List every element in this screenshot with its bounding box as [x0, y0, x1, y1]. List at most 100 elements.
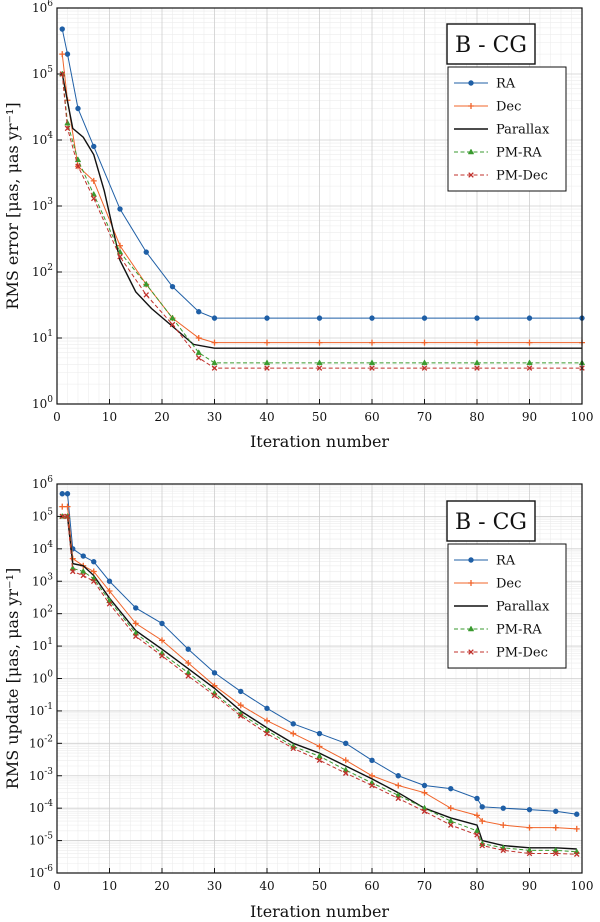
data-point: [59, 26, 65, 32]
y-tick-label: 102: [32, 605, 53, 621]
x-tick-label: 30: [207, 879, 222, 893]
data-point: [133, 605, 139, 611]
data-point: [526, 359, 533, 366]
legend-marker: [468, 80, 474, 86]
x-tick-label: 100: [571, 879, 594, 893]
data-point: [80, 572, 87, 579]
data-point: [342, 770, 349, 776]
series-ra: [59, 491, 580, 817]
data-point: [479, 804, 485, 810]
data-point: [526, 846, 533, 853]
x-tick-label: 20: [154, 879, 169, 893]
data-point: [526, 365, 533, 371]
data-point: [264, 365, 270, 371]
data-point: [369, 772, 375, 779]
y-tick-label: 103: [32, 572, 53, 588]
y-tick-label: 10-2: [29, 734, 53, 750]
data-point: [395, 791, 402, 798]
legend-marker: [468, 172, 474, 178]
data-point: [117, 206, 123, 212]
y-axis-label: RMS error [μas, μas yr⁻¹]: [3, 102, 22, 309]
x-tick-label: 100: [571, 410, 594, 424]
data-point: [132, 620, 139, 627]
y-tick-label: 10-1: [29, 702, 53, 718]
data-point: [369, 365, 375, 371]
data-point: [211, 670, 218, 676]
data-point: [59, 71, 66, 77]
data-point: [91, 559, 97, 565]
data-point: [264, 705, 270, 712]
x-tick-label: 20: [154, 410, 169, 424]
data-point: [500, 847, 507, 854]
data-point: [573, 825, 580, 832]
data-point: [59, 513, 66, 520]
data-point: [238, 688, 244, 695]
data-point: [474, 832, 480, 838]
data-point: [264, 339, 270, 346]
legend-marker: [467, 625, 475, 632]
data-point: [159, 653, 165, 659]
data-point: [421, 339, 428, 346]
data-point: [474, 812, 480, 819]
data-point: [211, 692, 218, 699]
data-point: [211, 339, 218, 346]
x-tick-label: 90: [522, 879, 537, 893]
x-axis-label: Iteration number: [250, 902, 389, 921]
data-point: [64, 491, 71, 497]
data-point: [573, 851, 580, 857]
data-point: [553, 808, 559, 815]
legend-label: PM-RA: [496, 146, 542, 161]
data-point: [106, 601, 113, 607]
data-point: [106, 588, 113, 595]
data-point: [195, 355, 202, 361]
data-point: [159, 637, 165, 644]
data-point: [90, 177, 97, 184]
y-tick-label: 106: [32, 475, 53, 491]
data-point: [211, 315, 218, 321]
data-point: [368, 359, 376, 366]
legend-label: Parallax: [496, 600, 550, 615]
chart-panel-1: 0 10 20 30 40 50 60 70 80 90 100 100 101 102 103 104 105…: [3, 0, 593, 451]
y-tick-label: 10-6: [29, 864, 53, 880]
y-tick-label: 10-5: [29, 832, 53, 848]
legend-entry: PM-Dec: [454, 646, 548, 661]
x-tick-label: 60: [364, 410, 379, 424]
y-tick-label: 101: [32, 329, 53, 345]
data-point: [185, 646, 191, 652]
y-tick-label: 104: [32, 131, 53, 147]
data-point: [264, 315, 270, 321]
data-point: [185, 673, 192, 679]
data-point: [59, 51, 66, 58]
data-point: [316, 743, 323, 750]
data-point: [143, 280, 150, 287]
x-tick-label: 50: [312, 410, 327, 424]
data-point: [526, 339, 533, 346]
data-point: [552, 846, 559, 853]
legend-entry: Parallax: [454, 600, 550, 615]
x-tick-label: 10: [102, 879, 117, 893]
legend-entry: PM-RA: [454, 623, 542, 638]
data-point: [69, 568, 76, 575]
data-point: [395, 773, 401, 779]
data-point: [75, 163, 81, 170]
data-point: [473, 827, 481, 834]
data-point: [552, 824, 559, 831]
data-point: [211, 365, 218, 371]
data-point: [316, 365, 323, 371]
grid: [56, 483, 583, 874]
y-tick-label: 10-3: [29, 767, 53, 783]
series-line: [61, 28, 582, 319]
y-tick-label: 106: [32, 0, 53, 15]
series-line: [61, 73, 582, 369]
data-point: [421, 359, 428, 366]
data-point: [500, 822, 507, 829]
data-point: [64, 513, 71, 520]
data-point: [552, 850, 559, 857]
data-point: [106, 597, 113, 604]
chart-panel-2: 0 10 20 30 40 50 60 70 80 90 100 10-6 10-5 10-4 10-3 10…: [3, 475, 593, 921]
data-point: [263, 726, 271, 733]
x-tick-label: 0: [53, 410, 61, 424]
x-tick-label: 70: [417, 879, 432, 893]
data-point: [316, 359, 323, 366]
y-axis-label: RMS update [μas, μas yr⁻¹]: [3, 568, 22, 789]
